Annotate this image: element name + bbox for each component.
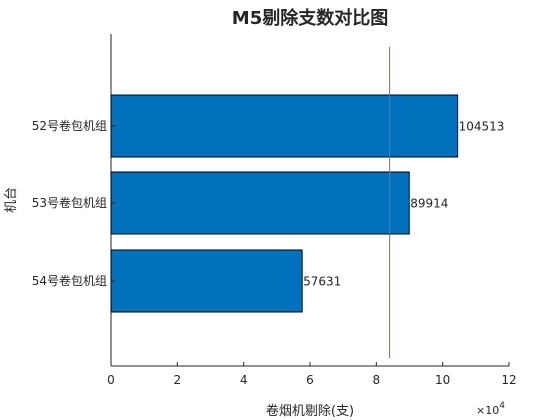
x-axis-exponent: ×104 [476, 401, 505, 417]
chart-title: M5剔除支数对比图 [232, 7, 388, 29]
x-tick-label-5: 10 [435, 373, 450, 387]
bar-2 [110, 171, 410, 235]
x-tick-label-2: 4 [240, 373, 248, 387]
x-exponent-base: ×10 [476, 404, 499, 417]
value-label-3: 57631 [303, 275, 341, 289]
bar-3 [110, 249, 303, 313]
plot-area: 104513 89914 57631 52号卷包机组 53号卷包机组 54号卷包机组 0… [32, 34, 517, 387]
bar-1 [110, 94, 459, 158]
x-tick-label-3: 6 [306, 373, 314, 387]
x-ticks-group: 0 2 4 6 8 10 12 [107, 362, 517, 387]
y-axis-label: 机台 [4, 187, 19, 213]
x-tick-label-0: 0 [107, 373, 115, 387]
x-tick-label-1: 2 [174, 373, 182, 387]
value-label-2: 89914 [410, 197, 448, 211]
y-ticks-group: 52号卷包机组 53号卷包机组 54号卷包机组 [32, 118, 115, 288]
y-tick-label-1: 52号卷包机组 [32, 118, 107, 133]
y-tick-label-2: 53号卷包机组 [32, 195, 107, 210]
x-exponent-power: 4 [499, 401, 505, 411]
value-label-1: 104513 [459, 120, 505, 134]
x-axis-label: 卷烟机剔除(支) [266, 403, 354, 419]
x-tick-label-4: 8 [373, 373, 381, 387]
x-tick-label-6: 12 [501, 373, 516, 387]
value-labels-group: 104513 89914 57631 [303, 120, 504, 289]
y-tick-label-3: 54号卷包机组 [32, 273, 107, 288]
